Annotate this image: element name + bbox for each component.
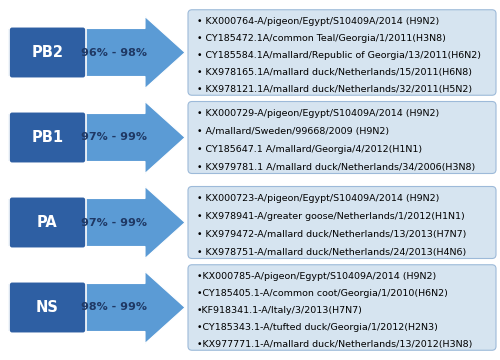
Polygon shape	[8, 17, 185, 89]
Text: • KX000729-A/pigeon/Egypt/S10409A/2014 (H9N2): • KX000729-A/pigeon/Egypt/S10409A/2014 (…	[197, 109, 440, 118]
Text: • A/mallard/Sweden/99668/2009 (H9N2): • A/mallard/Sweden/99668/2009 (H9N2)	[197, 127, 389, 136]
Text: • CY185647.1 A/mallard/Georgia/4/2012(H1N1): • CY185647.1 A/mallard/Georgia/4/2012(H1…	[197, 145, 422, 154]
Text: •KX977771.1-A/mallard duck/Netherlands/13/2012(H3N8): •KX977771.1-A/mallard duck/Netherlands/1…	[197, 340, 472, 349]
Text: • CY185584.1A/mallard/Republic of Georgia/13/2011(H6N2): • CY185584.1A/mallard/Republic of Georgi…	[197, 51, 481, 60]
Text: PB2: PB2	[32, 45, 64, 60]
Text: •KX000785-A/pigeon/Egypt/S10409A/2014 (H9N2): •KX000785-A/pigeon/Egypt/S10409A/2014 (H…	[197, 272, 436, 281]
Text: •CY185343.1-A/tufted duck/Georgia/1/2012(H2N3): •CY185343.1-A/tufted duck/Georgia/1/2012…	[197, 323, 438, 332]
FancyBboxPatch shape	[188, 265, 496, 350]
Text: • KX979472-A/mallard duck/Netherlands/13/2013(H7N7): • KX979472-A/mallard duck/Netherlands/13…	[197, 230, 466, 239]
Text: 97% - 99%: 97% - 99%	[81, 132, 147, 143]
Text: 97% - 99%: 97% - 99%	[81, 217, 147, 228]
Text: • KX978165.1A/mallard duck/Netherlands/15/2011(H6N8): • KX978165.1A/mallard duck/Netherlands/1…	[197, 68, 472, 77]
Text: •KF918341.1-A/Italy/3/2013(H7N7): •KF918341.1-A/Italy/3/2013(H7N7)	[197, 306, 363, 315]
Text: 98% - 99%: 98% - 99%	[81, 302, 147, 312]
Text: • KX979781.1 A/mallard duck/Netherlands/34/2006(H3N8): • KX979781.1 A/mallard duck/Netherlands/…	[197, 163, 475, 172]
Text: • KX978121.1A/mallard duck/Netherlands/32/2011(H5N2): • KX978121.1A/mallard duck/Netherlands/3…	[197, 85, 472, 94]
FancyBboxPatch shape	[188, 10, 496, 95]
Polygon shape	[8, 186, 185, 258]
FancyBboxPatch shape	[9, 197, 86, 248]
Text: • KX000764-A/pigeon/Egypt/S10409A/2014 (H9N2): • KX000764-A/pigeon/Egypt/S10409A/2014 (…	[197, 17, 440, 26]
Text: • KX978941-A/greater goose/Netherlands/1/2012(H1N1): • KX978941-A/greater goose/Netherlands/1…	[197, 212, 465, 221]
Polygon shape	[8, 271, 185, 343]
Text: NS: NS	[36, 300, 59, 315]
Text: • KX978751-A/mallard duck/Netherlands/24/2013(H4N6): • KX978751-A/mallard duck/Netherlands/24…	[197, 248, 466, 257]
Text: • CY185472.1A/common Teal/Georgia/1/2011(H3N8): • CY185472.1A/common Teal/Georgia/1/2011…	[197, 34, 446, 43]
Text: PA: PA	[37, 215, 58, 230]
FancyBboxPatch shape	[9, 112, 86, 163]
Polygon shape	[8, 102, 185, 174]
FancyBboxPatch shape	[188, 186, 496, 258]
Text: •CY185405.1-A/common coot/Georgia/1/2010(H6N2): •CY185405.1-A/common coot/Georgia/1/2010…	[197, 289, 448, 298]
Text: • KX000723-A/pigeon/Egypt/S10409A/2014 (H9N2): • KX000723-A/pigeon/Egypt/S10409A/2014 (…	[197, 194, 440, 203]
FancyBboxPatch shape	[9, 27, 86, 78]
FancyBboxPatch shape	[188, 102, 496, 174]
Text: PB1: PB1	[32, 130, 64, 145]
Text: 96% - 98%: 96% - 98%	[81, 48, 147, 58]
FancyBboxPatch shape	[9, 282, 86, 333]
